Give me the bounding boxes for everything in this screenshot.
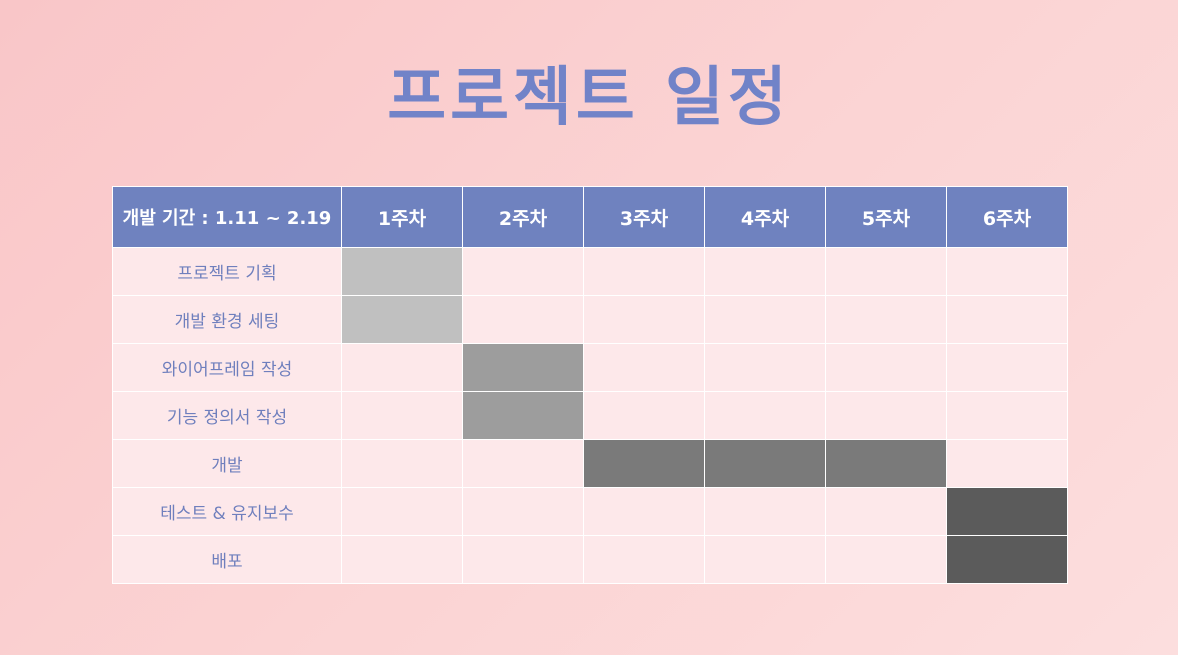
table-row: 개발: [112, 439, 1068, 488]
empty-week-cell: [341, 343, 463, 392]
task-name: 와이어프레임 작성: [112, 343, 342, 392]
empty-week-cell: [704, 247, 826, 296]
gantt-bar-cell: [341, 247, 463, 296]
empty-week-cell: [704, 391, 826, 440]
empty-week-cell: [583, 535, 705, 584]
empty-week-cell: [825, 487, 947, 536]
gantt-bar-cell: [704, 439, 826, 488]
task-name: 배포: [112, 535, 342, 584]
gantt-bar-cell: [341, 295, 463, 344]
empty-week-cell: [583, 487, 705, 536]
period-header: 개발 기간 : 1.11 ~ 2.19: [112, 186, 342, 248]
empty-week-cell: [341, 535, 463, 584]
task-name: 프로젝트 기획: [112, 247, 342, 296]
empty-week-cell: [462, 439, 584, 488]
gantt-bar-cell: [825, 439, 947, 488]
table-row: 프로젝트 기획: [112, 247, 1068, 296]
empty-week-cell: [462, 295, 584, 344]
empty-week-cell: [825, 295, 947, 344]
week-header: 1주차: [341, 186, 463, 248]
task-name: 기능 정의서 작성: [112, 391, 342, 440]
table-row: 테스트 & 유지보수: [112, 487, 1068, 536]
week-header: 6주차: [946, 186, 1068, 248]
schedule-table: 개발 기간 : 1.11 ~ 2.19 1주차 2주차 3주차 4주차 5주차 …: [112, 186, 1068, 584]
empty-week-cell: [946, 343, 1068, 392]
empty-week-cell: [583, 391, 705, 440]
empty-week-cell: [583, 247, 705, 296]
empty-week-cell: [704, 487, 826, 536]
week-header: 5주차: [825, 186, 947, 248]
empty-week-cell: [704, 295, 826, 344]
gantt-bar-cell: [946, 535, 1068, 584]
empty-week-cell: [462, 247, 584, 296]
week-header: 3주차: [583, 186, 705, 248]
gantt-bar-cell: [946, 487, 1068, 536]
gantt-bar-cell: [462, 343, 584, 392]
empty-week-cell: [341, 487, 463, 536]
empty-week-cell: [825, 343, 947, 392]
page-title: 프로젝트 일정: [387, 60, 791, 135]
task-name: 테스트 & 유지보수: [112, 487, 342, 536]
empty-week-cell: [341, 439, 463, 488]
task-name: 개발: [112, 439, 342, 488]
table-row: 개발 환경 세팅: [112, 295, 1068, 344]
empty-week-cell: [583, 343, 705, 392]
empty-week-cell: [341, 391, 463, 440]
task-rows: 프로젝트 기획 개발 환경 세팅 와이어프레임 작성 기능 정의서 작성 개발 테스트 &…: [112, 247, 1068, 584]
table-row: 배포: [112, 535, 1068, 584]
empty-week-cell: [825, 535, 947, 584]
empty-week-cell: [462, 535, 584, 584]
empty-week-cell: [825, 247, 947, 296]
empty-week-cell: [704, 343, 826, 392]
week-header: 4주차: [704, 186, 826, 248]
empty-week-cell: [946, 439, 1068, 488]
table-row: 기능 정의서 작성: [112, 391, 1068, 440]
empty-week-cell: [946, 295, 1068, 344]
empty-week-cell: [583, 295, 705, 344]
gantt-bar-cell: [462, 391, 584, 440]
table-row: 와이어프레임 작성: [112, 343, 1068, 392]
task-name: 개발 환경 세팅: [112, 295, 342, 344]
gantt-bar-cell: [583, 439, 705, 488]
empty-week-cell: [825, 391, 947, 440]
empty-week-cell: [946, 247, 1068, 296]
empty-week-cell: [462, 487, 584, 536]
week-header: 2주차: [462, 186, 584, 248]
empty-week-cell: [946, 391, 1068, 440]
empty-week-cell: [704, 535, 826, 584]
header-row: 개발 기간 : 1.11 ~ 2.19 1주차 2주차 3주차 4주차 5주차 …: [112, 186, 1068, 248]
